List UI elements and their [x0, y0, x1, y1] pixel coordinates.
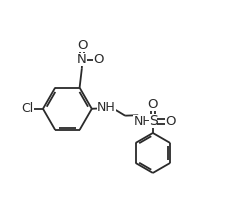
Text: NH: NH	[133, 115, 152, 128]
Text: O: O	[165, 115, 175, 128]
Text: O: O	[77, 38, 87, 52]
Text: O: O	[148, 98, 158, 111]
Text: S: S	[149, 114, 157, 129]
Text: NH: NH	[97, 101, 116, 114]
Text: N: N	[77, 53, 87, 66]
Text: Cl: Cl	[21, 102, 33, 115]
Text: O: O	[93, 53, 103, 66]
